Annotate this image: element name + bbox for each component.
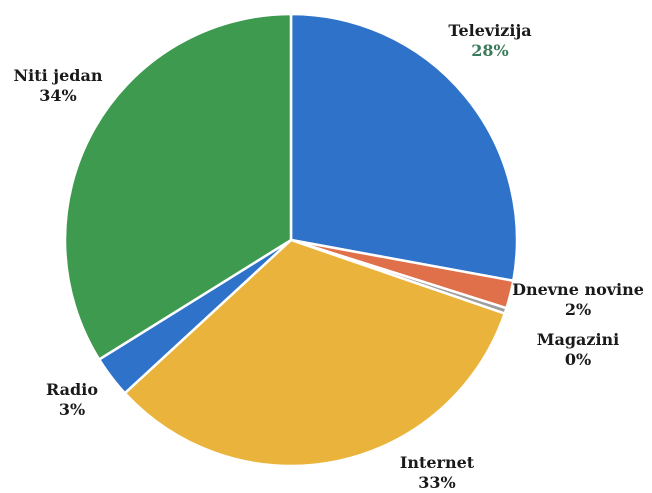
- label-internet: Internet 33%: [400, 453, 474, 493]
- label-niti-jedan-value: 34%: [39, 86, 77, 105]
- label-radio-name: Radio: [46, 380, 98, 399]
- label-niti-jedan-name: Niti jedan: [13, 66, 103, 85]
- label-dnevne-novine: Dnevne novine 2%: [512, 280, 644, 320]
- label-dnevne-novine-value: 2%: [564, 300, 592, 319]
- label-televizija-value: 28%: [471, 41, 509, 60]
- label-internet-name: Internet: [399, 453, 475, 472]
- label-internet-value: 33%: [418, 473, 456, 492]
- pie-slice-televizija: [289, 12, 519, 283]
- label-magazini: Magazini 0%: [537, 330, 620, 370]
- label-televizija-name: Televizija: [448, 21, 532, 40]
- label-radio-value: 3%: [58, 400, 86, 419]
- pie-slice-internet: [123, 238, 506, 468]
- label-radio: Radio 3%: [46, 380, 98, 420]
- label-dnevne-novine-name: Dnevne novine: [512, 280, 644, 299]
- label-televizija: Televizija 28%: [448, 21, 531, 61]
- label-magazini-value: 0%: [564, 350, 592, 369]
- label-magazini-name: Magazini: [536, 330, 620, 349]
- label-niti-jedan: Niti jedan 34%: [14, 66, 103, 106]
- pie-slice-niti-jedan: [63, 12, 293, 361]
